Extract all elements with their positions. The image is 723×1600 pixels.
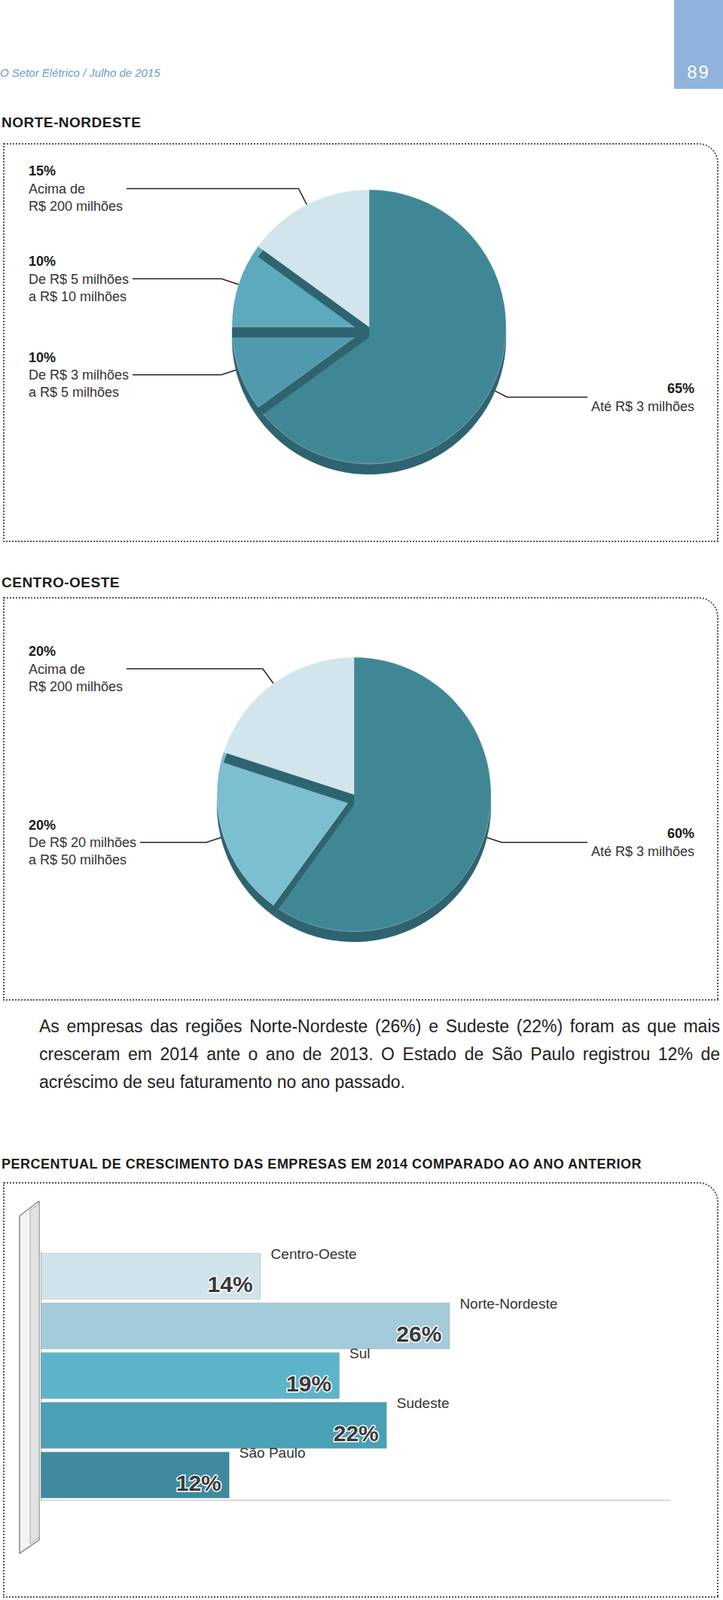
- svg-text:Acima de: Acima de: [28, 181, 86, 197]
- svg-text:a R$ 5 milhões: a R$ 5 milhões: [28, 384, 119, 400]
- svg-text:R$ 200 milhões: R$ 200 milhões: [28, 198, 123, 214]
- html-text:O Setor Elétrico / Julho de 20: O Setor Elétrico / Julho de 2015: [0, 66, 161, 80]
- svg-text:Centro-Oeste: Centro-Oeste: [271, 1246, 357, 1263]
- svg-text:De R$ 3 milhões: De R$ 3 milhões: [28, 367, 129, 383]
- svg-text:Sudeste: Sudeste: [396, 1395, 450, 1412]
- svg-text:Até R$ 3 milhões: Até R$ 3 milhões: [591, 399, 695, 415]
- svg-text:20%: 20%: [28, 643, 56, 659]
- svg-text:Acima de: Acima de: [28, 661, 86, 678]
- svg-text:a R$ 50 milhões: a R$ 50 milhões: [28, 852, 127, 868]
- html-text:CENTRO-OESTE: CENTRO-OESTE: [1, 574, 120, 591]
- svg-text:São Paulo: São Paulo: [239, 1445, 306, 1462]
- svg-text:10%: 10%: [28, 350, 56, 366]
- svg-text:26%: 26%: [396, 1321, 442, 1347]
- svg-text:19%: 19%: [286, 1371, 332, 1397]
- html-text:89: 89: [686, 61, 711, 83]
- svg-text:a R$ 10 milhões: a R$ 10 milhões: [28, 289, 127, 305]
- svg-text:R$ 200 milhões: R$ 200 milhões: [28, 679, 123, 695]
- svg-text:60%: 60%: [667, 826, 695, 842]
- svg-text:Até R$ 3 milhões: Até R$ 3 milhões: [591, 844, 695, 860]
- svg-text:De R$ 20 milhões: De R$ 20 milhões: [28, 835, 137, 851]
- svg-text:20%: 20%: [28, 817, 56, 833]
- svg-text:Norte-Nordeste: Norte-Nordeste: [459, 1296, 558, 1312]
- svg-text:Sul: Sul: [349, 1345, 370, 1362]
- html-text:PERCENTUAL DE CRESCIMENTO DAS: PERCENTUAL DE CRESCIMENTO DAS EMPRESAS E…: [1, 1156, 642, 1172]
- svg-text:12%: 12%: [176, 1470, 222, 1496]
- svg-text:10%: 10%: [28, 253, 56, 269]
- html-text:NORTE-NORDESTE: NORTE-NORDESTE: [1, 114, 142, 131]
- svg-text:De R$ 5 milhões: De R$ 5 milhões: [28, 271, 129, 287]
- svg-text:15%: 15%: [28, 163, 56, 179]
- svg-text:14%: 14%: [207, 1272, 254, 1297]
- svg-text:22%: 22%: [333, 1421, 379, 1446]
- html-text:As empresas das regiões Norte-: As empresas das regiões Norte-Nordeste (…: [39, 1016, 720, 1093]
- svg-text:65%: 65%: [667, 381, 695, 397]
